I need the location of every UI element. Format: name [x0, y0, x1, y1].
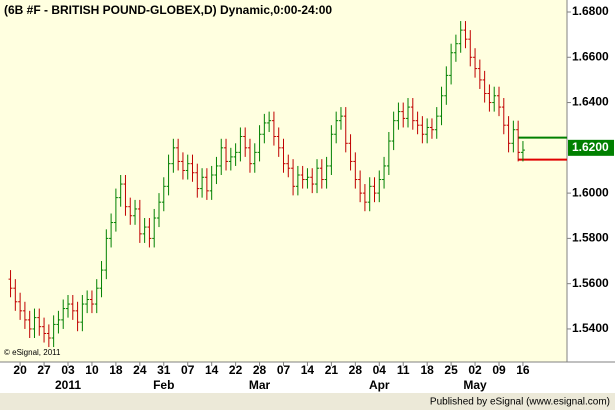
x-tick-label: 11 — [397, 363, 410, 377]
x-tick-label: 21 — [325, 363, 339, 377]
x-tick-label: 18 — [109, 363, 123, 377]
x-tick-label: 18 — [420, 363, 434, 377]
y-tick-label: 1.5400 — [572, 321, 609, 335]
x-tick-label: 24 — [133, 363, 147, 377]
watermark: © eSignal, 2011 — [4, 348, 61, 357]
month-label: May — [463, 378, 487, 392]
y-tick-label: 1.5800 — [572, 231, 609, 245]
plot-area — [0, 0, 567, 362]
chart-title: (6B #F - BRITISH POUND-GLOBEX,D) Dynamic… — [4, 3, 332, 17]
x-tick-label: 14 — [301, 363, 315, 377]
x-tick-label: 02 — [468, 363, 482, 377]
footer: Published by eSignal (www.esignal.com) — [430, 397, 610, 408]
x-tick-label: 07 — [181, 363, 195, 377]
footer-bar — [0, 393, 615, 410]
month-label: Mar — [249, 378, 271, 392]
y-tick-label: 1.6800 — [572, 4, 609, 18]
x-tick-label: 16 — [516, 363, 530, 377]
y-tick-label: 1.6600 — [572, 49, 609, 63]
y-tick-label: 1.6400 — [572, 95, 609, 109]
y-tick-label: 1.6000 — [572, 185, 609, 199]
x-tick-label: 07 — [277, 363, 291, 377]
x-tick-label: 25 — [444, 363, 458, 377]
x-tick-label: 09 — [492, 363, 506, 377]
y-tick-label: 1.5600 — [572, 276, 609, 290]
x-tick-label: 27 — [37, 363, 51, 377]
x-tick-label: 20 — [13, 363, 27, 377]
x-tick-label: 04 — [373, 363, 387, 377]
x-tick-label: 22 — [229, 363, 243, 377]
x-tick-label: 28 — [349, 363, 363, 377]
month-label: Apr — [369, 378, 390, 392]
x-tick-label: 10 — [85, 363, 99, 377]
last-price-label: 1.6200 — [572, 140, 609, 154]
x-tick-label: 28 — [253, 363, 267, 377]
x-tick-label: 03 — [61, 363, 75, 377]
x-tick-label: 31 — [157, 363, 171, 377]
month-label: 2011 — [55, 378, 81, 392]
month-label: Feb — [153, 378, 174, 392]
last-price-box — [568, 139, 614, 156]
x-tick-label: 14 — [205, 363, 219, 377]
